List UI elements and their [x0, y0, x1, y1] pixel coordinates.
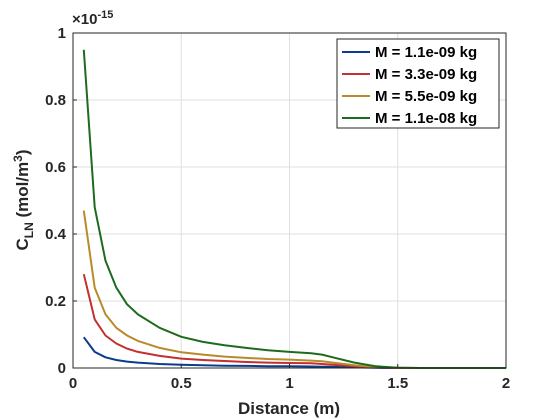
- legend-label-2: M = 3.3e-09 kg: [375, 66, 477, 83]
- legend-box: [336, 38, 500, 129]
- x-axis-label: Distance (m): [238, 399, 340, 418]
- y-exponent-base: ×10: [72, 11, 97, 28]
- x-tick-label: 1: [285, 375, 293, 392]
- y-tick-label: 0.2: [45, 293, 66, 310]
- legend: M = 1.1e-09 kg M = 3.3e-09 kg M = 5.5e-09 …: [336, 38, 500, 129]
- x-tick-label: 1.5: [387, 375, 408, 392]
- series-line-4: [82, 49, 506, 369]
- y-exponent-power: -15: [97, 9, 113, 21]
- legend-label-1: M = 1.1e-09 kg: [375, 44, 477, 61]
- legend-label-4: M = 1.1e-08 kg: [375, 110, 477, 127]
- y-exponent-label: ×10-15: [72, 9, 113, 28]
- x-tick-label: 0.5: [171, 375, 192, 392]
- ticks: 0 0.5 1 1.5 2 0 0.2 0.4 0.6 0.8 1: [45, 25, 510, 392]
- y-tick-label: 1: [58, 25, 66, 42]
- y-tick-label: 0: [58, 360, 66, 377]
- x-tick-label: 0: [69, 375, 77, 392]
- x-tick-label: 2: [502, 375, 510, 392]
- y-axis-label: CLN (mol/m3): [11, 149, 36, 250]
- legend-label-3: M = 5.5e-09 kg: [375, 88, 477, 105]
- y-tick-label: 0.4: [45, 226, 67, 243]
- y-tick-label: 0.8: [45, 92, 66, 109]
- y-tick-label: 0.6: [45, 159, 66, 176]
